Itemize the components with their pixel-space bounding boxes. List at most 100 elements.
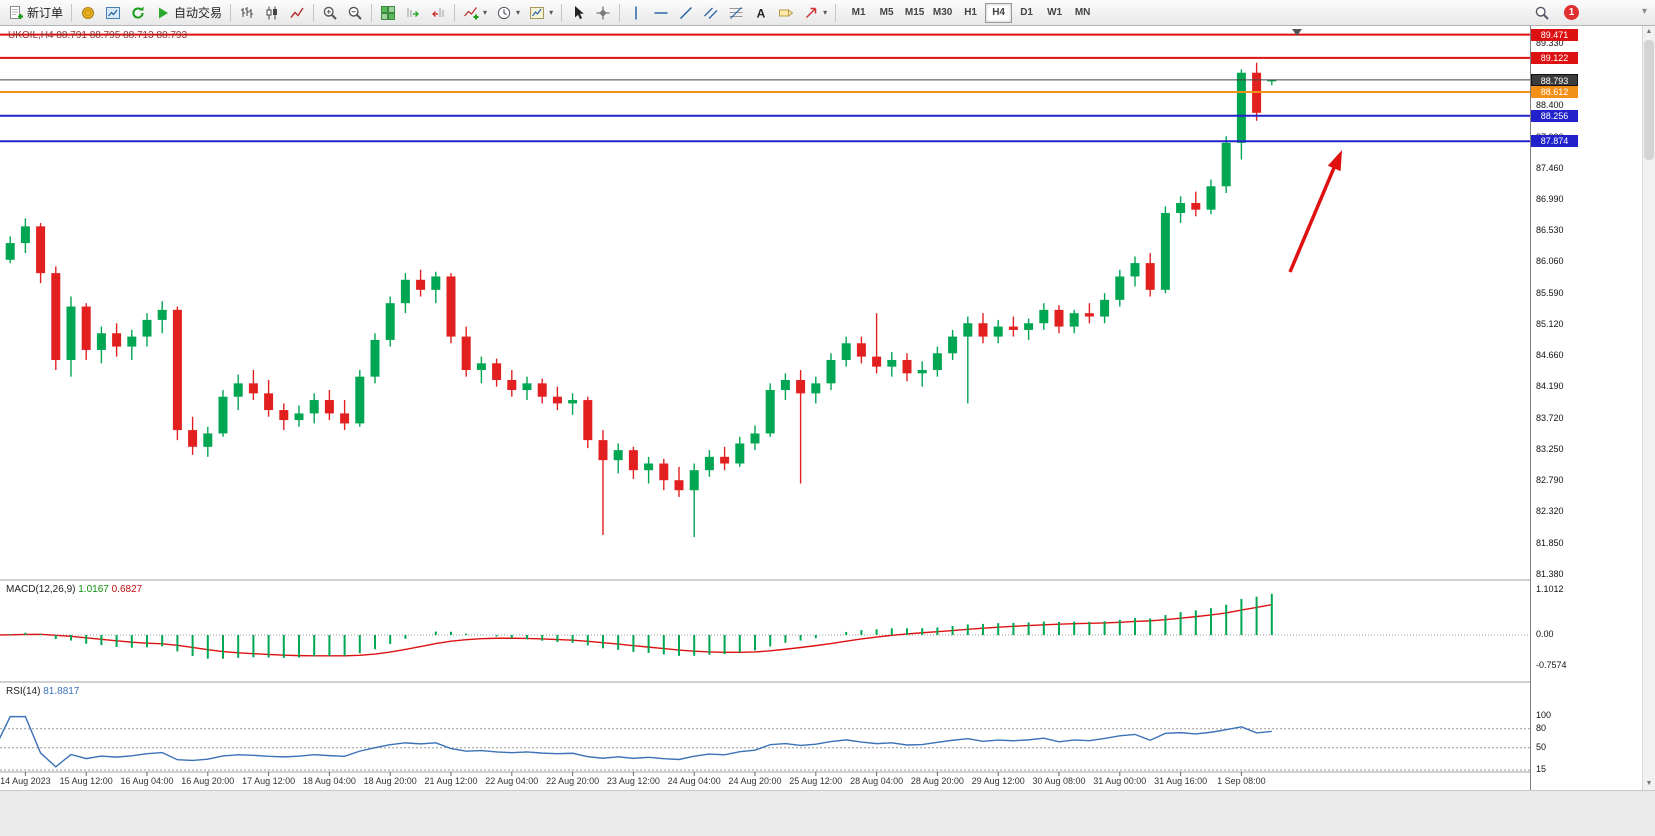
time-axis-label: 1 Sep 08:00 (1217, 776, 1266, 786)
timeframe-button-d1[interactable]: D1 (1013, 3, 1040, 23)
timeframe-button-m30[interactable]: M30 (929, 3, 956, 23)
refresh-button[interactable] (126, 2, 150, 24)
scrollbar-thumb[interactable] (1644, 40, 1654, 160)
tile-windows-button[interactable] (376, 2, 400, 24)
trend-arrow-annotation[interactable] (1288, 150, 1342, 273)
notification-badge[interactable]: 1 (1564, 5, 1579, 20)
new-chart-icon (106, 6, 121, 19)
toolbar-separator (230, 3, 232, 22)
new-order-label: 新订单 (27, 6, 64, 20)
macd-axis-label: 0.00 (1536, 629, 1554, 639)
rsi-panel-header: RSI(14) 81.8817 (6, 686, 79, 697)
dropdown-caret-icon: ▾ (483, 8, 488, 17)
auto-trading-icon (159, 7, 169, 18)
timeframe-button-m15[interactable]: M15 (901, 3, 928, 23)
auto-scroll-button[interactable] (401, 2, 425, 24)
time-axis-label: 18 Aug 04:00 (303, 776, 356, 786)
price-axis-label: 86.530 (1536, 225, 1564, 236)
zoom-in-icon (323, 6, 337, 20)
equidistant-channel-tool-button[interactable] (699, 2, 723, 24)
cursor-button[interactable] (566, 2, 590, 24)
price-axis-label: 85.120 (1536, 319, 1564, 330)
crosshair-button[interactable] (591, 2, 615, 24)
price-line-badge[interactable]: 88.612 (1531, 85, 1578, 98)
price-line-badge[interactable]: 87.874 (1531, 135, 1578, 148)
price-axis[interactable]: 89.33088.40087.93087.46086.99086.53086.0… (1530, 26, 1592, 790)
timeframe-button-mn[interactable]: MN (1069, 3, 1096, 23)
time-axis-label: 17 Aug 12:00 (242, 776, 295, 786)
arrows-tool-button[interactable]: ▾ (799, 2, 831, 24)
fibonacci-tool-button[interactable] (724, 2, 748, 24)
panel-separators (0, 579, 1530, 773)
auto-trading-label: 自动交易 (174, 6, 223, 20)
trendline-tool-button[interactable] (674, 2, 698, 24)
scroll-down-icon[interactable]: ▼ (1645, 780, 1653, 787)
scroll-up-icon[interactable]: ▲ (1645, 28, 1653, 35)
indicators-button[interactable]: ▾ (459, 2, 491, 24)
time-axis-label: 25 Aug 12:00 (789, 776, 842, 786)
search-button[interactable] (1530, 2, 1554, 24)
zoom-in-button[interactable] (318, 2, 342, 24)
horizontal-price-lines[interactable] (0, 33, 1530, 143)
price-line-badge[interactable]: 88.256 (1531, 109, 1578, 122)
bar-chart-button[interactable] (235, 2, 259, 24)
auto-trading-button[interactable]: 自动交易 (151, 2, 226, 24)
horizontal-line-tool-button[interactable] (649, 2, 673, 24)
zoom-out-button[interactable] (343, 2, 367, 24)
macd-main-value: 1.0167 (78, 584, 109, 595)
right-gutter: ▲ ▼ (1593, 26, 1655, 790)
line-chart-icon (290, 7, 304, 18)
toolbar: 新订单 自动交易 (0, 0, 1655, 26)
new-chart-button[interactable] (101, 2, 125, 24)
timeframe-button-w1[interactable]: W1 (1041, 3, 1068, 23)
vertical-line-tool-button[interactable] (624, 2, 648, 24)
price-axis-label: 83.720 (1536, 412, 1564, 423)
templates-icon (530, 6, 545, 19)
timeframe-button-h4[interactable]: H4 (985, 2, 1013, 23)
text-label-tool-button[interactable] (774, 2, 798, 24)
line-chart-button[interactable] (285, 2, 309, 24)
toolbar-overflow-icon[interactable]: ▾ (1641, 6, 1647, 17)
macd-signal-line (0, 604, 1272, 657)
chart-canvas[interactable]: 14 Aug 2023 15 Aug 12:00 16 Aug 04:00 16 Au… (0, 26, 1530, 790)
new-order-button[interactable]: 新订单 (4, 2, 67, 24)
rsi-axis-label: 15 (1536, 763, 1547, 774)
macd-axis-label: -0.7574 (1536, 659, 1567, 670)
vertical-scrollbar[interactable]: ▲ ▼ (1642, 26, 1655, 790)
time-axis-label: 18 Aug 20:00 (364, 776, 417, 786)
time-axis-label: 14 Aug 2023 (0, 776, 51, 786)
zoom-out-icon (348, 6, 362, 20)
price-axis-label: 85.590 (1536, 287, 1564, 298)
timeframe-button-h1[interactable]: H1 (957, 3, 984, 23)
dropdown-caret-icon: ▾ (823, 8, 828, 17)
periods-button[interactable]: ▾ (492, 2, 524, 24)
chart-shift-marker[interactable] (1292, 29, 1302, 36)
candlestick-chart-button[interactable] (260, 2, 284, 24)
time-axis-label: 24 Aug 20:00 (728, 776, 781, 786)
time-axis-label: 22 Aug 20:00 (546, 776, 599, 786)
time-axis-label: 24 Aug 04:00 (668, 776, 721, 786)
status-strip (0, 790, 1655, 836)
time-axis-label: 21 Aug 12:00 (424, 776, 477, 786)
templates-button[interactable]: ▾ (525, 2, 557, 24)
timeframe-button-m5[interactable]: M5 (873, 3, 900, 23)
price-line-badge[interactable]: 89.122 (1531, 51, 1578, 64)
chart-shift-button[interactable] (426, 2, 450, 24)
text-tool-button[interactable]: A (749, 2, 773, 24)
time-axis-label: 28 Aug 20:00 (911, 776, 964, 786)
crosshair-icon (596, 6, 610, 19)
price-axis-label: 81.380 (1536, 569, 1564, 580)
chart-symbol-period: UKOIL,H4 (8, 30, 54, 41)
periods-clock-icon (497, 6, 511, 19)
macd-axis-label: 1.1012 (1536, 584, 1564, 594)
toolbar-separator (454, 3, 456, 22)
market-watch-button[interactable] (76, 2, 100, 24)
toolbar-separator (561, 3, 563, 22)
price-axis-label: 84.190 (1536, 381, 1564, 392)
vertical-line-icon (635, 6, 637, 19)
timeframe-button-m1[interactable]: M1 (845, 3, 872, 23)
price-line-badge[interactable]: 89.471 (1531, 28, 1578, 41)
dropdown-caret-icon: ▾ (516, 8, 521, 17)
price-axis-label: 88.400 (1536, 100, 1564, 111)
